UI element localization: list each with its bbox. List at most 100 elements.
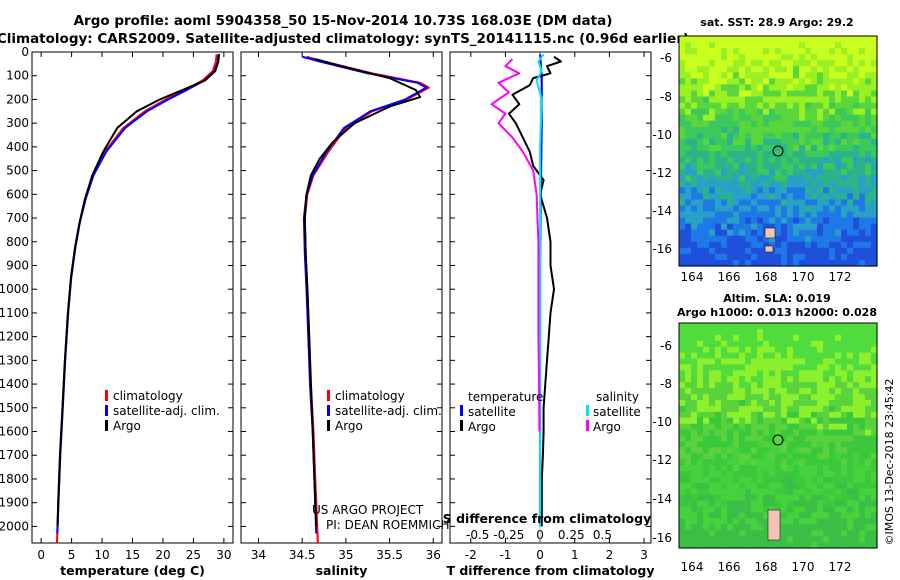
map-cell xyxy=(769,60,776,67)
map-cell xyxy=(787,169,794,176)
map-cell xyxy=(763,120,770,128)
map-cell xyxy=(805,346,812,354)
map-cell xyxy=(847,241,854,249)
map-cell xyxy=(847,223,854,231)
map-cell xyxy=(769,370,776,377)
map-cell xyxy=(799,120,806,128)
map-cell xyxy=(805,151,812,158)
map-cell xyxy=(787,441,794,448)
map-cell xyxy=(865,376,872,383)
map-cell xyxy=(709,536,716,543)
map-cell xyxy=(763,435,770,442)
y-tick-label: 1900 xyxy=(0,496,29,510)
map-cell xyxy=(835,36,842,43)
map-cell xyxy=(739,114,746,122)
map-cell xyxy=(763,157,770,164)
map-cell xyxy=(847,346,854,354)
map-cell xyxy=(739,187,746,194)
map-cell xyxy=(703,542,710,549)
map-cell xyxy=(691,530,698,537)
map-cell xyxy=(841,42,848,49)
map-cell xyxy=(697,382,704,389)
map-cell xyxy=(679,482,686,490)
map-cell xyxy=(817,352,824,360)
map-cell xyxy=(685,90,692,98)
map-cell xyxy=(685,187,692,194)
map-cell xyxy=(739,96,746,104)
map-cell xyxy=(715,429,722,437)
map-cell xyxy=(829,500,836,508)
map-cell xyxy=(841,542,848,549)
map-cell xyxy=(709,323,716,330)
map-cell xyxy=(757,364,764,371)
map-cell xyxy=(691,72,698,79)
legend3-ssat-label: satellite xyxy=(593,405,641,419)
map-cell xyxy=(841,352,848,360)
map-cell xyxy=(853,247,860,255)
map-cell xyxy=(745,187,752,194)
map-cell xyxy=(781,459,788,466)
map-cell xyxy=(865,400,872,407)
map-cell xyxy=(823,126,830,134)
map-cell xyxy=(805,163,812,170)
map-cell xyxy=(865,429,872,437)
map-cell xyxy=(709,411,716,419)
map-cell xyxy=(853,488,860,496)
map-cell xyxy=(787,223,794,231)
map-cell xyxy=(745,90,752,98)
map-cell xyxy=(817,370,824,377)
map-cell xyxy=(691,358,698,365)
map-cell xyxy=(763,223,770,231)
map-cell xyxy=(871,346,878,354)
map-cell xyxy=(793,60,800,67)
map-cell xyxy=(859,193,866,201)
map-cell xyxy=(835,411,842,419)
map-cell xyxy=(847,441,854,448)
map-cell xyxy=(847,60,854,67)
map-cell xyxy=(829,120,836,128)
map-cell xyxy=(703,229,710,237)
map-cell xyxy=(853,352,860,360)
map-cell xyxy=(775,36,782,43)
map-cell xyxy=(685,120,692,128)
map-cell xyxy=(703,175,710,182)
map-cell xyxy=(871,394,878,401)
x-tick-label: 35.5 xyxy=(376,548,403,562)
map-cell xyxy=(859,36,866,43)
map-cell xyxy=(685,66,692,73)
map-cell xyxy=(823,435,830,442)
map-cell xyxy=(823,157,830,164)
map-cell xyxy=(793,126,800,134)
map-cell xyxy=(763,211,770,219)
map-cell xyxy=(799,471,806,478)
map-cell xyxy=(763,132,770,140)
map-cell xyxy=(859,259,866,267)
map-cell xyxy=(679,223,686,231)
map-cell xyxy=(721,181,728,188)
map-cell xyxy=(715,530,722,537)
map-cell xyxy=(805,66,812,73)
map-cell xyxy=(751,193,758,201)
map-cell xyxy=(853,193,860,201)
map-cell xyxy=(715,465,722,472)
map-cell xyxy=(739,429,746,437)
map-cell xyxy=(751,259,758,267)
map-cell xyxy=(799,163,806,170)
map-cell xyxy=(859,157,866,164)
map-cell xyxy=(697,96,704,104)
map-cell xyxy=(865,217,872,225)
legend3-sal-head: salinity xyxy=(596,390,639,404)
map-cell xyxy=(757,512,764,519)
map-cell xyxy=(817,108,824,116)
map-cell xyxy=(679,518,686,525)
map-cell xyxy=(781,388,788,395)
map-cell xyxy=(799,536,806,543)
map-cell xyxy=(769,453,776,460)
map-cell xyxy=(763,78,770,86)
map-cell xyxy=(703,482,710,490)
map-cell xyxy=(739,223,746,231)
map-cell xyxy=(751,229,758,237)
map-cell xyxy=(733,423,740,431)
map-cell xyxy=(769,447,776,454)
map-cell xyxy=(733,382,740,389)
